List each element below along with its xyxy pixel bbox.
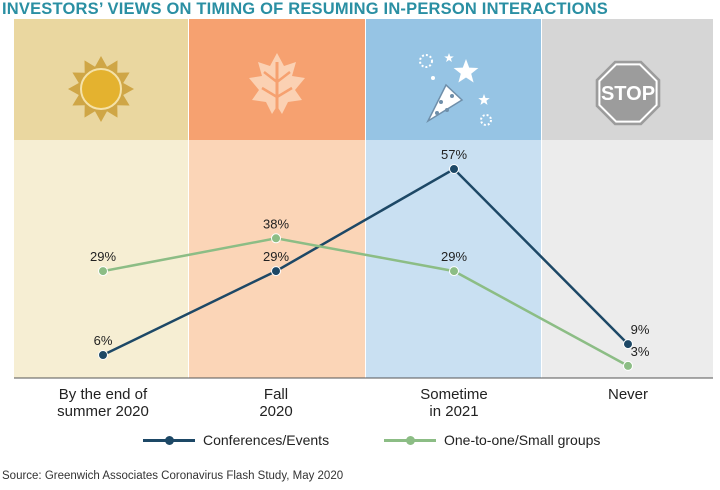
series-0-point-0: [98, 350, 108, 360]
chart-title: INVESTORS’ VIEWS ON TIMING OF RESUMING I…: [2, 0, 608, 18]
series-0: [102, 167, 629, 357]
series-line-1: [102, 237, 629, 367]
category-label-3-line-0: Never: [607, 386, 648, 403]
category-label-0-line-1: summer 2020: [57, 403, 149, 420]
series-0-point-3: [623, 339, 633, 350]
legend-item-0: Conferences/Events: [143, 432, 329, 448]
category-label-2-line-1: in 2021: [429, 403, 479, 420]
panel-icons: STOP: [68, 53, 661, 126]
series-1-label-2: 29%: [441, 249, 467, 264]
category-label-2-line-0: Sometime: [420, 386, 488, 403]
series-1-point-3: [623, 360, 633, 371]
category-label-1-line-1: 2020: [259, 403, 293, 420]
category-label-1: Fall 2020: [191, 386, 361, 420]
source-note: Source: Greenwich Associates Coronavirus…: [2, 470, 344, 482]
panel-body-0: [14, 140, 188, 378]
category-panels: [14, 19, 713, 378]
panel-header-2: [366, 19, 541, 140]
category-label-2: Sometime in 2021: [369, 386, 539, 420]
series-0-point-2: [449, 164, 459, 174]
category-label-1-line-0: Fall: [263, 386, 289, 403]
party-popper-icon: [419, 53, 492, 126]
category-label-3: Never: [543, 386, 713, 403]
series-0-label-1: 29%: [263, 249, 289, 264]
series-1-label-1: 38%: [263, 216, 289, 231]
series-1-point-0: [98, 266, 108, 277]
series-0-point-1: [271, 266, 281, 277]
leaf-icon: [249, 53, 305, 124]
series-1: [102, 237, 629, 367]
series-1-label-3: 3%: [631, 344, 650, 359]
legend-label-0: Conferences/Events: [203, 432, 330, 448]
legend-item-1: One-to-one/Small groups: [384, 432, 600, 448]
series-1-label-0: 29%: [90, 249, 116, 264]
series-1-point-2: [449, 266, 459, 277]
legend-swatch-0: [143, 435, 195, 445]
series-0-label-2: 57%: [441, 147, 467, 162]
panel-body-1: [189, 140, 365, 378]
category-label-0-line-0: By the end of: [58, 386, 148, 403]
sun-icon: [68, 56, 134, 122]
series-0-label-3: 9%: [631, 322, 650, 337]
series-1-point-1: [271, 233, 281, 244]
stop-sign-text: STOP: [601, 83, 655, 105]
series-0-label-0: 6%: [94, 333, 113, 348]
series-layer: 6% 29% 57% 9% 29% 38% 29% 3%: [90, 147, 650, 371]
legend: Conferences/Events One-to-one/Small group…: [0, 432, 720, 454]
stop-sign-icon: STOP: [595, 60, 661, 126]
legend-swatch-1: [384, 435, 436, 445]
category-label-0: By the end of summer 2020: [18, 386, 188, 420]
series-line-0: [102, 167, 629, 357]
panel-body-3: [542, 140, 713, 378]
legend-label-1: One-to-one/Small groups: [444, 432, 601, 448]
